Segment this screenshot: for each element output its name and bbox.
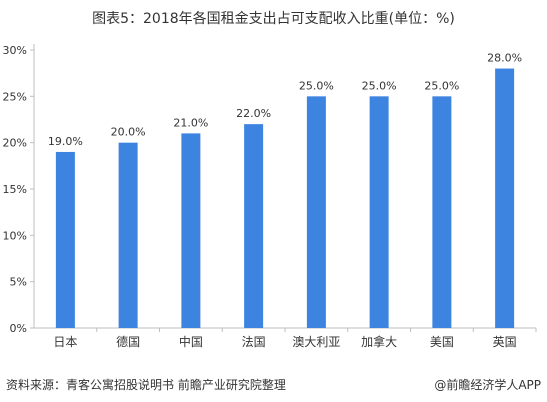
y-tick-label: 25%	[3, 90, 27, 103]
data-label: 28.0%	[487, 52, 522, 65]
y-tick-label: 10%	[3, 229, 27, 242]
y-tick-label: 0%	[10, 322, 27, 335]
data-label: 20.0%	[111, 126, 146, 139]
bar	[495, 68, 515, 329]
y-tick-label: 5%	[10, 276, 27, 289]
bar	[118, 142, 138, 328]
data-label: 25.0%	[299, 79, 334, 92]
data-label: 19.0%	[48, 135, 83, 148]
y-tick-label: 20%	[3, 137, 27, 150]
y-axis: 0% 5% 10% 15% 20% 25% 30%	[3, 44, 35, 335]
bars	[55, 68, 515, 329]
x-tick-label: 日本	[53, 335, 77, 349]
x-tick-label: 法国	[242, 335, 266, 349]
data-label: 25.0%	[362, 79, 397, 92]
data-label: 21.0%	[173, 116, 208, 129]
bar	[306, 96, 326, 328]
data-labels: 19.0% 20.0% 21.0% 22.0% 25.0% 25.0% 25.0% 28.0%	[48, 52, 522, 148]
data-label: 22.0%	[236, 107, 271, 120]
x-tick-label: 加拿大	[361, 334, 397, 349]
bar	[244, 124, 264, 328]
chart-title: 图表5：2018年各国租金支出占可支配收入比重(单位：%)	[92, 11, 455, 27]
x-tick-label: 澳大利亚	[292, 335, 340, 349]
x-tick-label: 中国	[179, 334, 203, 349]
x-tick-label: 英国	[493, 335, 517, 349]
y-tick-label: 30%	[3, 44, 27, 57]
brand-credit: @前瞻经济学人APP	[434, 378, 541, 392]
x-tick-label: 美国	[430, 335, 454, 349]
x-axis: 日本 德国 中国 法国 澳大利亚 加拿大 美国 英国	[34, 327, 537, 349]
source-note: 资料来源：青客公寓招股说明书 前瞻产业研究院整理	[6, 378, 286, 392]
data-label: 25.0%	[424, 79, 459, 92]
x-tick-label: 德国	[116, 334, 140, 349]
y-tick-label: 15%	[3, 183, 27, 196]
bar	[55, 151, 75, 328]
bar	[181, 133, 201, 328]
bar	[432, 96, 452, 328]
bar	[369, 96, 389, 328]
